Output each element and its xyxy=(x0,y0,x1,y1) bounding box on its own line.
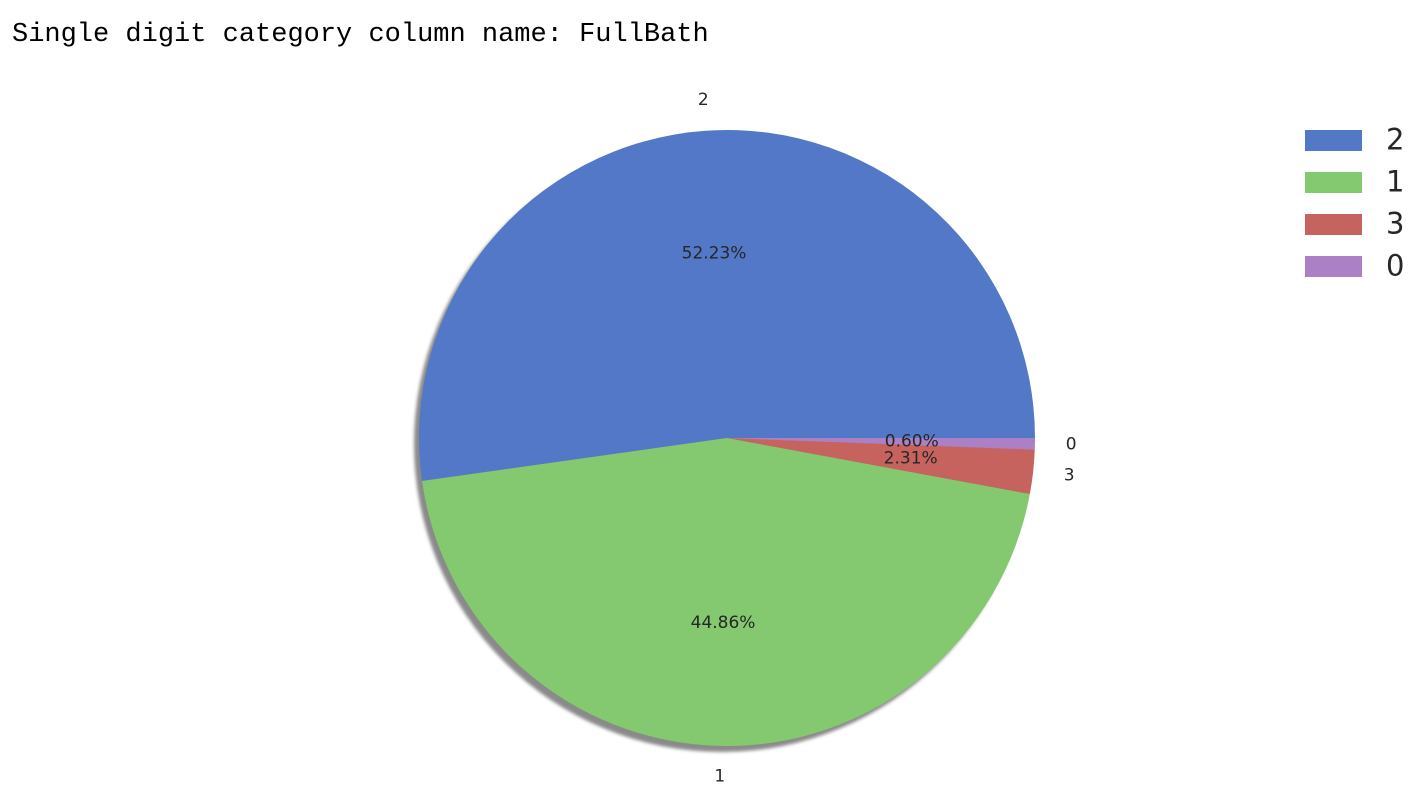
slice-label-1: 1 xyxy=(714,767,725,787)
pie-slice-3 xyxy=(727,438,1035,495)
cell-output-header: Single digit category column name: FullB… xyxy=(12,20,709,50)
percent-label-3: 2.31% xyxy=(884,448,938,468)
legend-label-1: 1 xyxy=(1386,165,1404,199)
slice-label-3: 3 xyxy=(1064,465,1075,485)
legend-label-3: 3 xyxy=(1386,207,1404,241)
percent-label-2: 52.23% xyxy=(682,244,747,264)
pie-slice-2 xyxy=(419,130,1036,482)
legend-swatch-0 xyxy=(1305,256,1362,277)
percent-label-0: 0.60% xyxy=(885,431,939,451)
legend-swatch-2 xyxy=(1305,130,1362,151)
percent-label-1: 44.86% xyxy=(691,613,756,633)
legend-swatch-3 xyxy=(1305,214,1362,235)
pie-slice-1 xyxy=(422,438,1030,746)
chart-legend: 2 1 3 0 xyxy=(1305,123,1404,283)
pie-slice-0 xyxy=(727,438,1035,450)
legend-label-2: 2 xyxy=(1386,123,1404,157)
legend-swatch-1 xyxy=(1305,172,1362,193)
slice-label-0: 0 xyxy=(1066,434,1077,454)
legend-label-0: 0 xyxy=(1386,249,1404,283)
slice-label-2: 2 xyxy=(698,90,709,110)
